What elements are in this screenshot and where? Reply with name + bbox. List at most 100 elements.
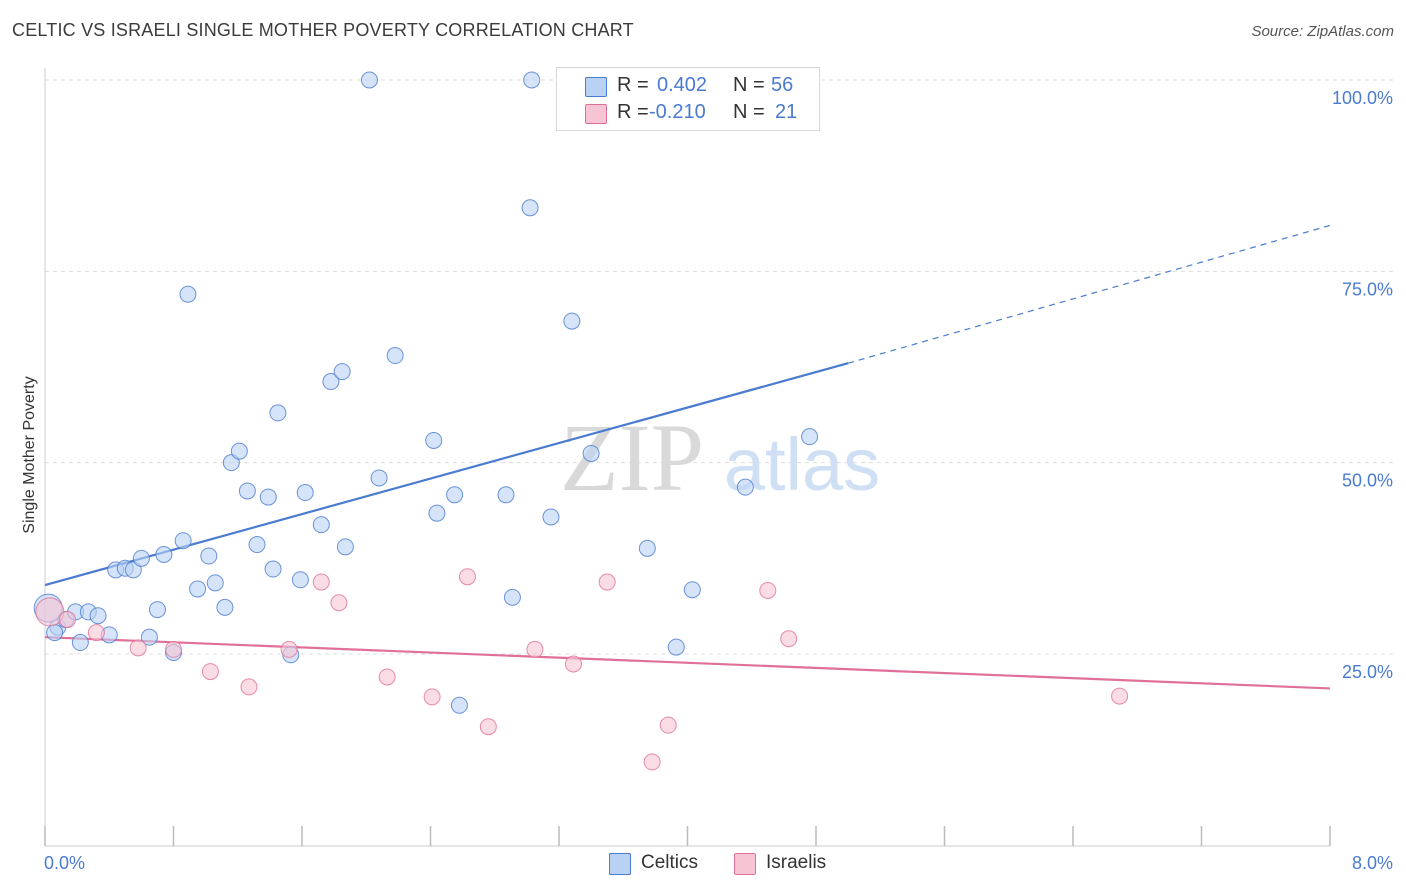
celtic-point	[264, 560, 282, 578]
israeli-point	[240, 678, 258, 696]
israeli-point	[280, 640, 298, 658]
celtic-point	[174, 532, 192, 550]
israeli-point	[780, 630, 798, 648]
celtic-point	[446, 486, 464, 504]
israeli-point	[526, 640, 544, 658]
n-value: 21	[775, 101, 798, 123]
watermark: ZIP atlas	[560, 404, 880, 511]
r-value: -0.210	[649, 101, 706, 123]
celtic-point	[386, 347, 404, 365]
celtic-point	[216, 598, 234, 616]
trend-lines	[44, 224, 1331, 690]
legend-label-celtics: Celtics	[641, 852, 699, 873]
celtic-trend-line-extension	[847, 224, 1331, 364]
celtic-point	[801, 428, 819, 446]
celtic-point	[259, 488, 277, 506]
celtic-point	[179, 285, 197, 303]
celtic-point	[155, 546, 173, 564]
grid-lines	[45, 79, 1395, 655]
celtic-point	[312, 516, 330, 534]
celtic-trend-line	[44, 362, 849, 587]
celtic-point	[46, 624, 64, 642]
israeli-point	[479, 718, 497, 736]
r-value: 0.402	[657, 74, 708, 96]
celtic-point	[370, 469, 388, 487]
celtic-point	[140, 628, 158, 646]
israeli-point	[564, 655, 582, 673]
celtic-point	[148, 601, 166, 619]
israeli-point	[165, 640, 182, 658]
celtic-point	[523, 71, 541, 89]
celtic-point	[638, 539, 656, 557]
r-label: R =	[617, 74, 649, 96]
israeli-swatch	[585, 104, 607, 124]
y-axis-label: Single Mother Poverty	[21, 376, 38, 533]
celtic-point	[322, 373, 340, 391]
celtic-point	[333, 363, 351, 381]
legend-label-israelis: Israelis	[766, 852, 827, 873]
n-label: N =	[733, 101, 765, 123]
israeli-point	[378, 668, 396, 686]
celtic-point	[269, 404, 287, 422]
celtic-point	[296, 484, 314, 502]
celtic-point	[206, 574, 224, 592]
israeli-point	[759, 581, 777, 599]
celtic-point	[503, 588, 521, 606]
data-points	[33, 71, 1129, 771]
celtic-point	[248, 536, 266, 554]
celtic-point	[521, 199, 539, 217]
axes	[44, 68, 1331, 847]
celtic-point	[582, 444, 600, 462]
watermark-zip: ZIP	[560, 404, 704, 511]
y-tick-label: 50.0%	[1342, 471, 1393, 491]
y-tick-label: 75.0%	[1342, 279, 1393, 299]
celtic-point	[450, 696, 468, 714]
israeli-trend-line	[44, 636, 1331, 690]
correlation-legend: R = 0.402 N = 56 R = -0.210 N = 21	[556, 67, 820, 131]
celtic-point	[683, 581, 701, 599]
celtic-point	[360, 71, 378, 89]
israeli-point	[87, 624, 105, 642]
celtic-point	[563, 312, 581, 330]
celtic-point	[425, 431, 443, 449]
r-label: R =	[617, 101, 649, 123]
x-tick-label-max: 8.0%	[1352, 853, 1393, 873]
israeli-point	[598, 573, 616, 591]
celtic-point	[336, 538, 354, 556]
y-tick-label: 100.0%	[1332, 88, 1393, 108]
n-value: 56	[771, 74, 794, 96]
celtic-point	[89, 607, 107, 625]
celtic-point	[667, 638, 685, 656]
celtic-point	[71, 634, 89, 652]
celtic-point	[428, 504, 446, 522]
celtic-point	[238, 482, 256, 500]
celtic-swatch	[585, 77, 607, 97]
israeli-point	[423, 688, 441, 706]
x-tick-label-min: 0.0%	[44, 853, 85, 873]
celtic-point	[200, 547, 218, 565]
n-label: N =	[733, 74, 765, 96]
israeli-point	[659, 716, 677, 734]
israeli-point	[129, 639, 147, 657]
celtic-point	[497, 486, 515, 504]
israeli-point	[330, 594, 348, 612]
israeli-point	[458, 568, 476, 586]
celtic-point	[291, 571, 309, 589]
israeli-point	[312, 573, 330, 591]
celtic-point	[542, 508, 560, 526]
celtic-legend-swatch	[609, 853, 631, 875]
y-tick-label: 25.0%	[1342, 662, 1393, 682]
source-note: Source: ZipAtlas.com	[1251, 23, 1394, 40]
tick-labels: 25.0% 50.0% 75.0% 100.0% 0.0% 8.0%	[44, 88, 1393, 873]
chart-title: CELTIC VS ISRAELI SINGLE MOTHER POVERTY …	[12, 20, 634, 40]
israeli-point	[201, 663, 219, 681]
celtic-point	[736, 478, 754, 496]
celtic-point	[189, 580, 207, 598]
israeli-point	[58, 611, 76, 629]
israeli-legend-swatch	[734, 853, 756, 875]
israeli-point	[1111, 687, 1129, 705]
celtic-point	[230, 442, 248, 460]
celtic-point	[132, 549, 150, 567]
israeli-point	[643, 753, 661, 771]
